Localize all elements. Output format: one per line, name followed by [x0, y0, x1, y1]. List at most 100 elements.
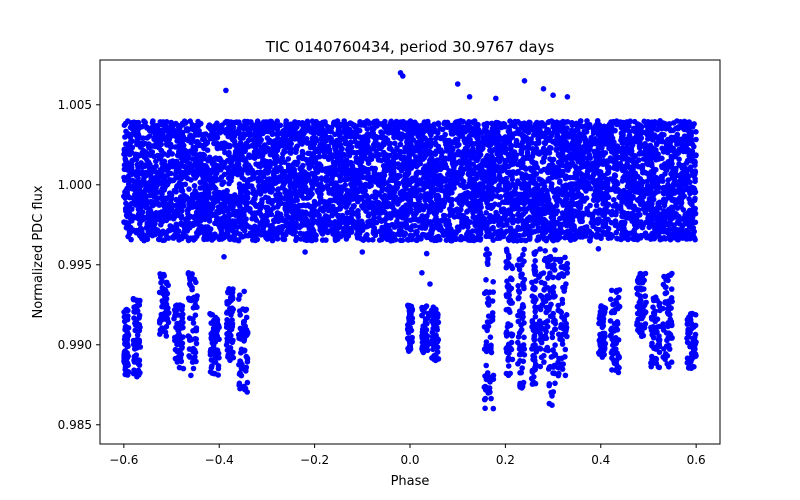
data-point [215, 204, 222, 210]
data-point [665, 136, 671, 143]
data-point [168, 192, 175, 199]
data-point [389, 177, 395, 184]
data-point [270, 205, 277, 211]
data-point [631, 180, 637, 187]
data-point [361, 199, 368, 206]
data-point [609, 142, 615, 149]
data-point [319, 141, 326, 148]
data-point [510, 206, 517, 212]
data-point [365, 166, 372, 173]
data-point [209, 160, 216, 167]
data-point [275, 141, 282, 148]
data-point [397, 173, 403, 179]
data-point [472, 155, 478, 162]
data-point [508, 142, 514, 149]
data-point [325, 186, 331, 192]
data-point [420, 187, 426, 193]
data-point [633, 159, 640, 165]
data-point [307, 188, 314, 195]
data-point [250, 213, 257, 219]
data-point [548, 145, 554, 151]
data-point [205, 191, 212, 198]
data-point [164, 141, 170, 147]
data-point [408, 140, 414, 147]
data-point [472, 149, 478, 156]
data-point [204, 214, 211, 220]
data-point [146, 133, 153, 139]
data-point [365, 219, 371, 225]
data-point [446, 221, 453, 228]
chart-title: TIC 0140760434, period 30.9767 days [265, 38, 555, 56]
data-point [125, 181, 132, 187]
data-point [403, 213, 409, 219]
data-point [693, 136, 699, 143]
data-point [449, 169, 455, 176]
data-point [173, 184, 180, 190]
data-point [667, 219, 673, 225]
data-point [670, 145, 677, 152]
data-point [517, 158, 523, 165]
data-point [199, 191, 205, 198]
data-point [427, 151, 433, 157]
data-point [365, 144, 372, 151]
data-point [543, 199, 550, 205]
data-point [195, 219, 201, 226]
data-point [478, 204, 484, 211]
data-point [577, 132, 584, 138]
data-point [523, 134, 530, 141]
data-point [195, 153, 201, 159]
data-point [613, 184, 619, 190]
data-point [341, 176, 348, 183]
data-point [342, 140, 349, 147]
data-point [680, 188, 686, 195]
data-point [413, 170, 420, 176]
data-point [140, 147, 147, 154]
data-point [591, 196, 598, 202]
data-point [572, 192, 578, 198]
data-point [294, 177, 301, 183]
data-point [592, 165, 598, 172]
data-point [268, 189, 275, 195]
data-point [397, 141, 404, 148]
data-point [557, 215, 563, 222]
data-point [539, 159, 546, 165]
data-point [522, 174, 528, 181]
data-point [335, 167, 341, 173]
data-point [129, 185, 135, 192]
data-point [571, 201, 578, 208]
data-point [262, 167, 269, 174]
data-point [274, 147, 281, 154]
data-point [415, 133, 422, 140]
data-point [670, 185, 676, 191]
data-point [135, 211, 142, 217]
data-point [525, 145, 532, 151]
data-point [403, 202, 409, 208]
data-point [442, 137, 449, 143]
data-point [296, 202, 302, 209]
data-point [169, 206, 175, 213]
data-point [175, 143, 182, 149]
data-point [566, 200, 572, 207]
data-point [407, 209, 414, 215]
data-point [558, 161, 565, 168]
data-point [513, 142, 519, 149]
data-point [447, 141, 453, 147]
data-point [461, 198, 467, 204]
data-point [331, 182, 338, 189]
data-point [404, 172, 411, 178]
data-point [218, 174, 225, 180]
data-point [313, 135, 319, 142]
data-point [325, 143, 332, 150]
data-point [515, 211, 521, 218]
data-point [131, 198, 137, 205]
data-point [191, 183, 198, 189]
data-point [473, 214, 480, 221]
data-point [372, 166, 378, 172]
data-point [355, 214, 362, 220]
data-point [406, 167, 412, 174]
data-point [588, 134, 595, 141]
data-point [123, 200, 129, 207]
data-point [224, 157, 231, 164]
data-point [585, 167, 591, 174]
data-point [450, 145, 456, 152]
